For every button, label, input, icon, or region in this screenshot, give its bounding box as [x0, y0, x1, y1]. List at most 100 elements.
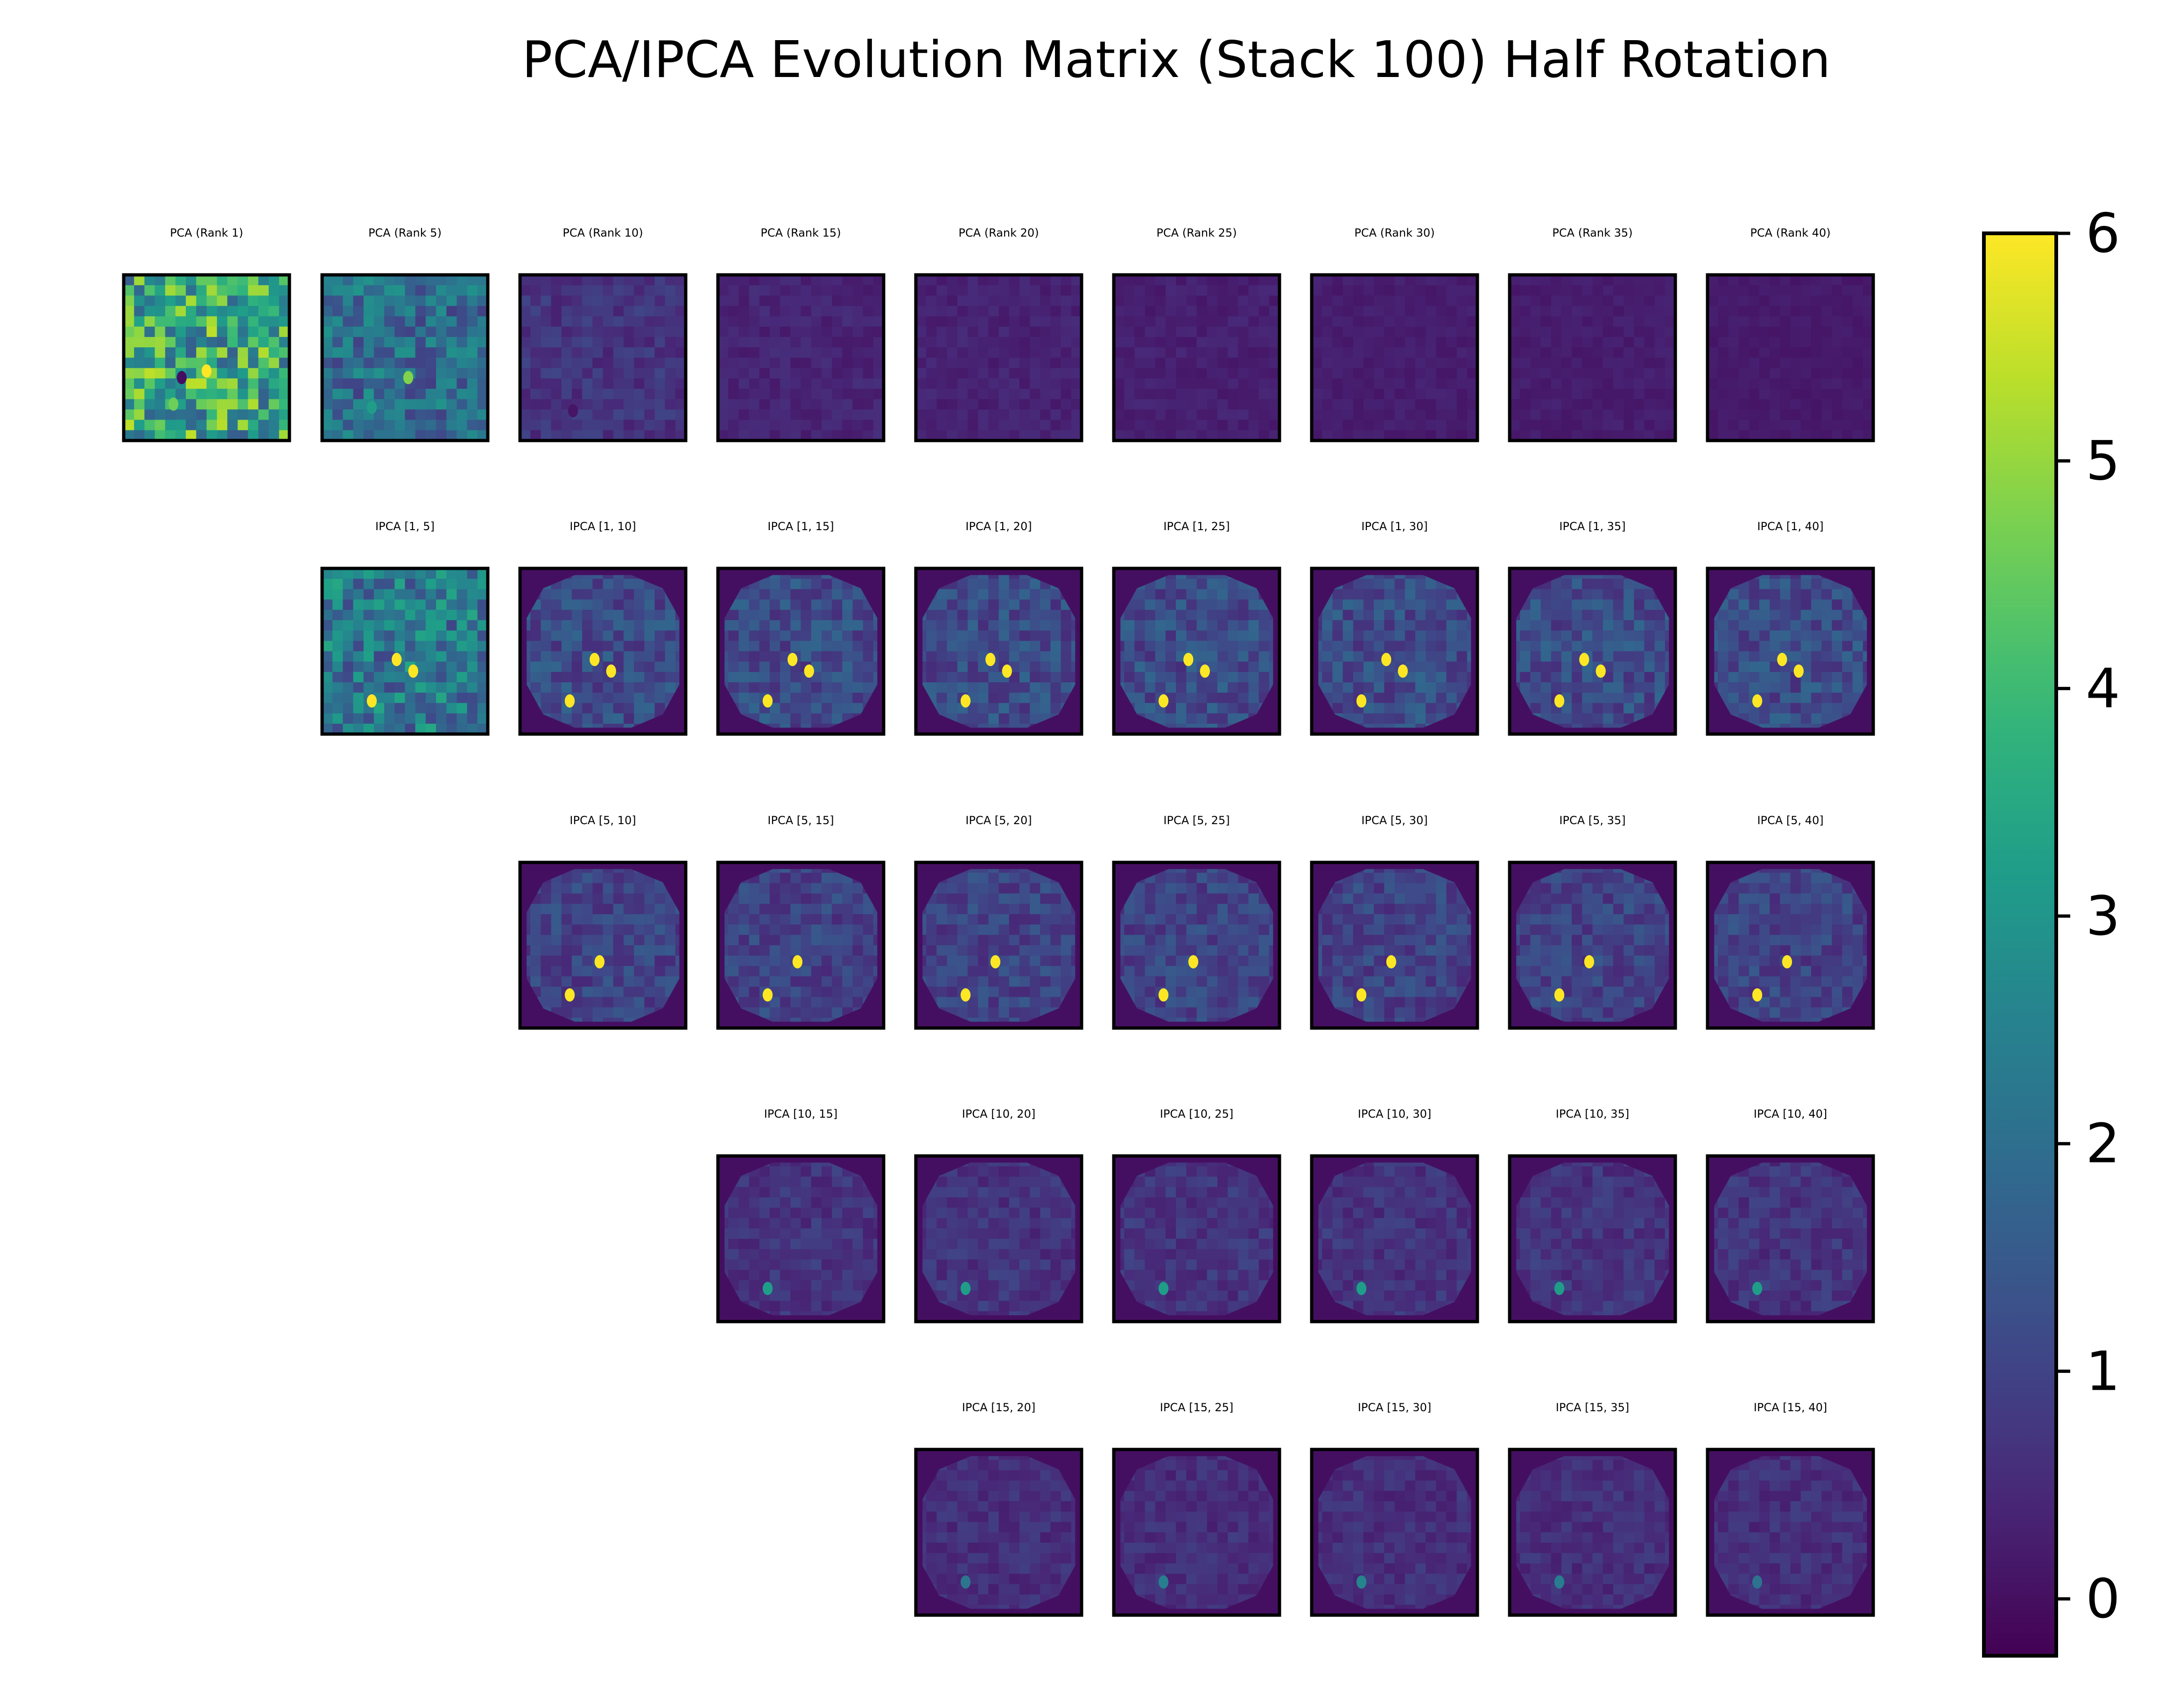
panel-frame	[1508, 861, 1677, 1030]
panel-frame	[914, 273, 1083, 442]
panel-frame	[914, 567, 1083, 736]
panel: IPCA [15, 40]	[1706, 1401, 1875, 1617]
colorbar-tick-label: 5	[2086, 430, 2120, 493]
panel: PCA (Rank 35)	[1508, 226, 1677, 442]
planet-signal	[168, 397, 179, 411]
planet-signal	[1183, 653, 1194, 666]
planet-signal	[990, 955, 1001, 969]
panel-frame	[320, 273, 490, 442]
panel: IPCA [10, 25]	[1112, 1107, 1281, 1323]
planet-signal	[960, 1281, 971, 1295]
planet-signal	[787, 653, 798, 666]
panel-label: IPCA [5, 40]	[1757, 814, 1823, 827]
panel-label: PCA (Rank 15)	[760, 226, 841, 239]
panel: IPCA [5, 25]	[1112, 814, 1281, 1030]
panel: IPCA [5, 30]	[1310, 814, 1479, 1030]
planet-signal	[1356, 1575, 1367, 1589]
planet-signal	[392, 653, 402, 666]
planet-signal	[1381, 653, 1392, 666]
panel-frame	[1706, 1154, 1875, 1323]
panel-frame	[716, 273, 886, 442]
panel-label: PCA (Rank 25)	[1156, 226, 1237, 239]
panel-frame	[1310, 273, 1479, 442]
planet-signal	[1554, 1281, 1565, 1295]
planet-signal	[606, 664, 616, 678]
panel-label: IPCA [5, 30]	[1361, 814, 1427, 827]
planet-signal	[1554, 694, 1565, 708]
planet-signal	[1579, 653, 1589, 666]
planet-signal	[1158, 1575, 1169, 1589]
planet-signal	[366, 400, 377, 414]
planet-signal	[176, 371, 187, 385]
panel-label: IPCA [1, 10]	[569, 520, 636, 533]
planet-signal	[1002, 664, 1012, 678]
panel-label: IPCA [1, 40]	[1757, 520, 1823, 533]
panel-label: IPCA [10, 20]	[962, 1107, 1035, 1120]
panel-label: PCA (Rank 10)	[562, 226, 643, 239]
panel: IPCA [1, 5]	[320, 520, 490, 736]
panel-frame	[1508, 273, 1677, 442]
planet-signal	[594, 955, 605, 969]
planet-signal	[1356, 694, 1367, 708]
panel-frame	[1706, 567, 1875, 736]
panel: PCA (Rank 25)	[1112, 226, 1281, 442]
planet-signal	[590, 653, 600, 666]
panel: PCA (Rank 15)	[716, 226, 886, 442]
planet-signal	[762, 694, 773, 708]
panel-frame	[518, 861, 688, 1030]
panel-label: IPCA [1, 30]	[1361, 520, 1427, 533]
panel-frame	[716, 861, 886, 1030]
panel-frame	[1706, 1448, 1875, 1617]
planet-signal	[201, 364, 212, 378]
panel: PCA (Rank 1)	[122, 226, 291, 442]
panel-frame	[518, 567, 688, 736]
panel-label: IPCA [1, 25]	[1163, 520, 1230, 533]
chart-title: PCA/IPCA Evolution Matrix (Stack 100) Ha…	[522, 31, 1830, 89]
planet-signal	[1158, 1281, 1169, 1295]
panel-frame	[1112, 861, 1281, 1030]
panel-label: PCA (Rank 35)	[1552, 226, 1632, 239]
panel-frame	[716, 567, 886, 736]
planet-signal	[1752, 988, 1763, 1002]
panel: IPCA [1, 20]	[914, 520, 1083, 736]
panel: IPCA [1, 30]	[1310, 520, 1479, 736]
panel: PCA (Rank 20)	[914, 226, 1083, 442]
panel-label: IPCA [15, 20]	[962, 1401, 1035, 1414]
panel-label: IPCA [10, 15]	[764, 1107, 837, 1120]
panel-grid: PCA (Rank 1) PCA (Rank 5) PCA (Rank 10) PCA…	[122, 226, 1875, 1617]
panel-label: PCA (Rank 1)	[170, 226, 243, 239]
panel: PCA (Rank 40)	[1706, 226, 1875, 442]
planet-signal	[792, 955, 803, 969]
panel: IPCA [5, 40]	[1706, 814, 1875, 1030]
planet-signal	[564, 694, 575, 708]
panel-label: IPCA [10, 40]	[1754, 1107, 1827, 1120]
panel-label: PCA (Rank 20)	[958, 226, 1039, 239]
panel: PCA (Rank 30)	[1310, 226, 1479, 442]
panel-label: PCA (Rank 5)	[368, 226, 442, 239]
panel: IPCA [5, 15]	[716, 814, 886, 1030]
planet-signal	[1782, 955, 1792, 969]
planet-signal	[1752, 1281, 1763, 1295]
panel-label: IPCA [1, 5]	[375, 520, 435, 533]
panel-frame	[1310, 1448, 1479, 1617]
colorbar-frame	[1982, 231, 2058, 1658]
panel-label: IPCA [15, 40]	[1754, 1401, 1827, 1414]
colorbar: 0 1 2 3 4 5 6	[1982, 202, 2120, 1658]
panel-frame	[1310, 567, 1479, 736]
colorbar-tick-label: 1	[2086, 1340, 2120, 1403]
panel-frame	[1310, 861, 1479, 1030]
planet-signal	[1596, 664, 1606, 678]
panel-frame	[1112, 273, 1281, 442]
colorbar-tick-label: 6	[2086, 202, 2120, 265]
panel: PCA (Rank 5)	[320, 226, 490, 442]
panel: IPCA [10, 15]	[716, 1107, 886, 1323]
panel-label: IPCA [5, 20]	[965, 814, 1032, 827]
planet-signal	[1356, 988, 1367, 1002]
panel-frame	[716, 1154, 886, 1323]
panel-frame	[320, 567, 490, 736]
planet-signal	[1158, 988, 1169, 1002]
panel-label: IPCA [5, 10]	[569, 814, 636, 827]
planet-signal	[568, 404, 578, 418]
colorbar-tick-label: 2	[2086, 1113, 2120, 1176]
